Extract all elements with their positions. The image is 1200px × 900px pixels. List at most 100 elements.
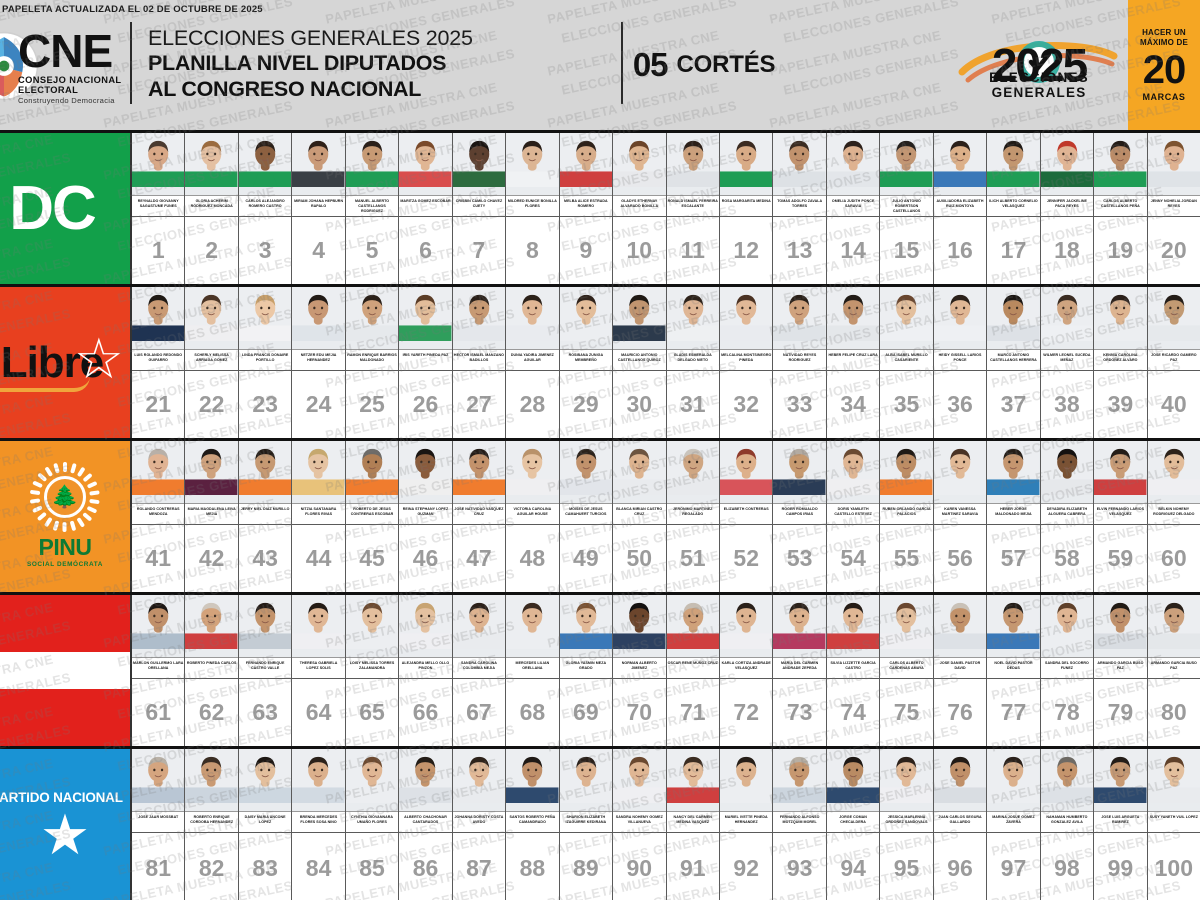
candidate-cell[interactable]: BELKIN NOHEMY RODRIGUEZ DELGADO 60: [1146, 441, 1200, 592]
candidate-number[interactable]: 6: [399, 217, 452, 284]
candidate-cell[interactable]: ROBERTO PINEDA CARLOS 62: [184, 595, 238, 746]
candidate-cell[interactable]: MOISES DE JESUS CAMAHUERT TURCIOS 49: [558, 441, 613, 592]
candidate-number[interactable]: 11: [666, 217, 719, 284]
candidate-cell[interactable]: FERNANDO ALFONSO MOTZQUIM MOREL 93: [772, 749, 826, 900]
candidate-number[interactable]: 12: [719, 217, 773, 284]
candidate-cell[interactable]: GLADYS ETHERNAY ALVARADO BONILLA 10: [612, 133, 666, 284]
candidate-cell[interactable]: ALEJANDRA MELLO OLLO PINZON 66: [398, 595, 452, 746]
candidate-number[interactable]: 41: [132, 525, 185, 592]
candidate-number[interactable]: 93: [773, 833, 826, 900]
candidate-cell[interactable]: DUNIA YADIRA JIMENEZ AGUILAR 28: [505, 287, 559, 438]
candidate-number[interactable]: 57: [987, 525, 1040, 592]
candidate-number[interactable]: 83: [238, 833, 292, 900]
candidate-cell[interactable]: CARLOS ALEJANDRO ROMERO CASTRO 3: [237, 133, 292, 284]
candidate-cell[interactable]: MELCALINA MONTSINEGRO PINEDA 32: [718, 287, 773, 438]
candidate-cell[interactable]: DAISY MARIA ANCONE LOPEZ 83: [237, 749, 292, 900]
candidate-cell[interactable]: JENNIFER JACKELINE PACA REYES 18: [1039, 133, 1094, 284]
candidate-cell[interactable]: GLORIA ACHERIM RODRIGUEZ MONCADA 2: [184, 133, 238, 284]
candidate-number[interactable]: 70: [613, 679, 666, 746]
candidate-cell[interactable]: SANDRA DEL SOCORRO FUNEZ 78: [1039, 595, 1094, 746]
candidate-cell[interactable]: NETZER EDU MEJIA HERNANDEZ 24: [291, 287, 345, 438]
candidate-number[interactable]: 28: [506, 371, 559, 438]
candidate-cell[interactable]: SANDRA NOHEMY GOMEZ VILLANUEVA 90: [612, 749, 666, 900]
candidate-number[interactable]: 21: [132, 371, 185, 438]
candidate-cell[interactable]: JOSE LUIS ARGUETA RAMIREZ 99: [1093, 749, 1147, 900]
candidate-number[interactable]: 100: [1147, 833, 1200, 900]
candidate-cell[interactable]: IRIS YARETH PINEDA PAZ 26: [398, 287, 452, 438]
candidate-cell[interactable]: THERESA GABRIELA LOPEZ SOLIS 64: [291, 595, 345, 746]
candidate-cell[interactable]: MELBA ALICE ESTRADA ROMERO 9: [558, 133, 613, 284]
candidate-number[interactable]: 5: [345, 217, 399, 284]
candidate-number[interactable]: 58: [1040, 525, 1094, 592]
candidate-cell[interactable]: HEBER FELIPE CRUZ LARA 34: [825, 287, 880, 438]
candidate-number[interactable]: 81: [132, 833, 185, 900]
candidate-cell[interactable]: MILDRED EUNICE BONILLA FLORES 8: [505, 133, 559, 284]
candidate-number[interactable]: 1: [132, 217, 185, 284]
candidate-cell[interactable]: ROGER ROMUALDO CAMPOS IRIAS 53: [772, 441, 826, 592]
candidate-number[interactable]: 8: [506, 217, 559, 284]
candidate-cell[interactable]: NATIVIDAD REYES RODRIGUEZ 33: [772, 287, 826, 438]
candidate-number[interactable]: 53: [773, 525, 826, 592]
candidate-cell[interactable]: SHARION ELIZABETH IZAGUIRRE KEDIRANA 89: [558, 749, 613, 900]
candidate-number[interactable]: 84: [292, 833, 345, 900]
candidate-cell[interactable]: ILICH ALBERTO CORNELIO VELASQUEZ 17: [986, 133, 1040, 284]
candidate-cell[interactable]: OMELIA JUDITH PONCE SARAVIA 14: [825, 133, 880, 284]
candidate-number[interactable]: 95: [880, 833, 933, 900]
candidate-cell[interactable]: JOSE NATIVIDAD VASQUEZ CRUZ 47: [451, 441, 506, 592]
party-label-libre[interactable]: Libre ☆: [0, 287, 130, 438]
candidate-cell[interactable]: ARMANDO GARCIA BUSO PAZ 80: [1146, 595, 1200, 746]
candidate-cell[interactable]: JOHANNA DORISTY COSTA AVEDO 87: [451, 749, 506, 900]
candidate-cell[interactable]: KAREN VANESSA MARTINEZ SARAVIA 56: [932, 441, 987, 592]
candidate-number[interactable]: 20: [1147, 217, 1200, 284]
candidate-cell[interactable]: SILVIA LIZZETTE GARCIA CASTRO 74: [825, 595, 880, 746]
candidate-number[interactable]: 92: [719, 833, 773, 900]
candidate-cell[interactable]: TOMAS ADOLFO ZAVALA TORRES 13: [772, 133, 826, 284]
candidate-cell[interactable]: MARITZA GOMEZ ESCOBAR 6: [398, 133, 452, 284]
candidate-cell[interactable]: HECTOR ISMAEL MANZANO BADILLOS 27: [451, 287, 506, 438]
candidate-number[interactable]: 36: [933, 371, 987, 438]
candidate-cell[interactable]: HEIDY GISSELL LARIOS PONCE 36: [932, 287, 987, 438]
candidate-cell[interactable]: NORMAN ALBERTO JIMENEZ 70: [612, 595, 666, 746]
candidate-cell[interactable]: LOISY MELISSA TORRES ZALAMANDRA 65: [344, 595, 399, 746]
candidate-cell[interactable]: ROBERTO ENRIQUE CORDOBA HERNANDEZ 82: [184, 749, 238, 900]
candidate-cell[interactable]: JESSICA MARLENNA ORDOÑEZ SANDOVALS 95: [879, 749, 933, 900]
candidate-number[interactable]: 82: [185, 833, 238, 900]
candidate-cell[interactable]: JERONIMO MARTINEZ REGALADO 51: [665, 441, 719, 592]
candidate-number[interactable]: 59: [1094, 525, 1147, 592]
candidate-number[interactable]: 91: [666, 833, 719, 900]
candidate-cell[interactable]: MARCO ANTONIO CASTELLANOS HERRERA 37: [986, 287, 1040, 438]
candidate-cell[interactable]: MARIA DEL CARMEN ANDRADE ZEPEDA 73: [772, 595, 826, 746]
candidate-cell[interactable]: ROSA MARGARITA MEDINA 12: [718, 133, 773, 284]
candidate-cell[interactable]: WILMER LEONEL SUCEDA MEÑAZ 38: [1039, 287, 1094, 438]
candidate-number[interactable]: 99: [1094, 833, 1147, 900]
candidate-cell[interactable]: MERCEDES LILIAN ORELLANA 68: [505, 595, 559, 746]
candidate-cell[interactable]: JOSE JAAR MOSSBAT 81: [130, 749, 185, 900]
candidate-number[interactable]: 55: [880, 525, 933, 592]
candidate-number[interactable]: 35: [880, 371, 933, 438]
candidate-number[interactable]: 29: [559, 371, 613, 438]
party-label-pinu[interactable]: 🌲 PINU SOCIAL DEMÓCRATA: [0, 441, 130, 592]
candidate-cell[interactable]: CRISBIN CAMILO CHAVEZ CUETY 7: [451, 133, 506, 284]
candidate-number[interactable]: 66: [399, 679, 452, 746]
candidate-number[interactable]: 43: [238, 525, 292, 592]
candidate-number[interactable]: 69: [559, 679, 613, 746]
candidate-number[interactable]: 61: [132, 679, 185, 746]
candidate-number[interactable]: 67: [452, 679, 506, 746]
candidate-cell[interactable]: FERNANDO ENRIQUE CASTRO VALLE 63: [237, 595, 292, 746]
candidate-cell[interactable]: OSCAR RENE MUÑOZ CRUZ 71: [665, 595, 719, 746]
candidate-number[interactable]: 65: [345, 679, 399, 746]
candidate-number[interactable]: 30: [613, 371, 666, 438]
candidate-number[interactable]: 56: [933, 525, 987, 592]
candidate-cell[interactable]: JUAN CARLOS SEGURA GALLARDO 96: [932, 749, 987, 900]
candidate-number[interactable]: 68: [506, 679, 559, 746]
candidate-number[interactable]: 90: [613, 833, 666, 900]
candidate-number[interactable]: 98: [1040, 833, 1094, 900]
candidate-cell[interactable]: ROBERTO DE JESUS CONTRERAS ESCOBAR 45: [344, 441, 399, 592]
candidate-cell[interactable]: JERRY NIEL DIAZ MURILLO 43: [237, 441, 292, 592]
candidate-cell[interactable]: ROSIBANA ZUNIGA MEMBREÑO 29: [558, 287, 613, 438]
candidate-cell[interactable]: MAURICIO ANTONIO CASTELLANOS QUIROZ 30: [612, 287, 666, 438]
candidate-cell[interactable]: AUXILIADORA ELIZABETH RUIZ MONTOYA 16: [932, 133, 987, 284]
candidate-cell[interactable]: JENNY NOHELIA JORDAN REYES 20: [1146, 133, 1200, 284]
candidate-number[interactable]: 72: [719, 679, 773, 746]
candidate-cell[interactable]: JOSE DANIEL PASTOR DAVID 76: [932, 595, 987, 746]
